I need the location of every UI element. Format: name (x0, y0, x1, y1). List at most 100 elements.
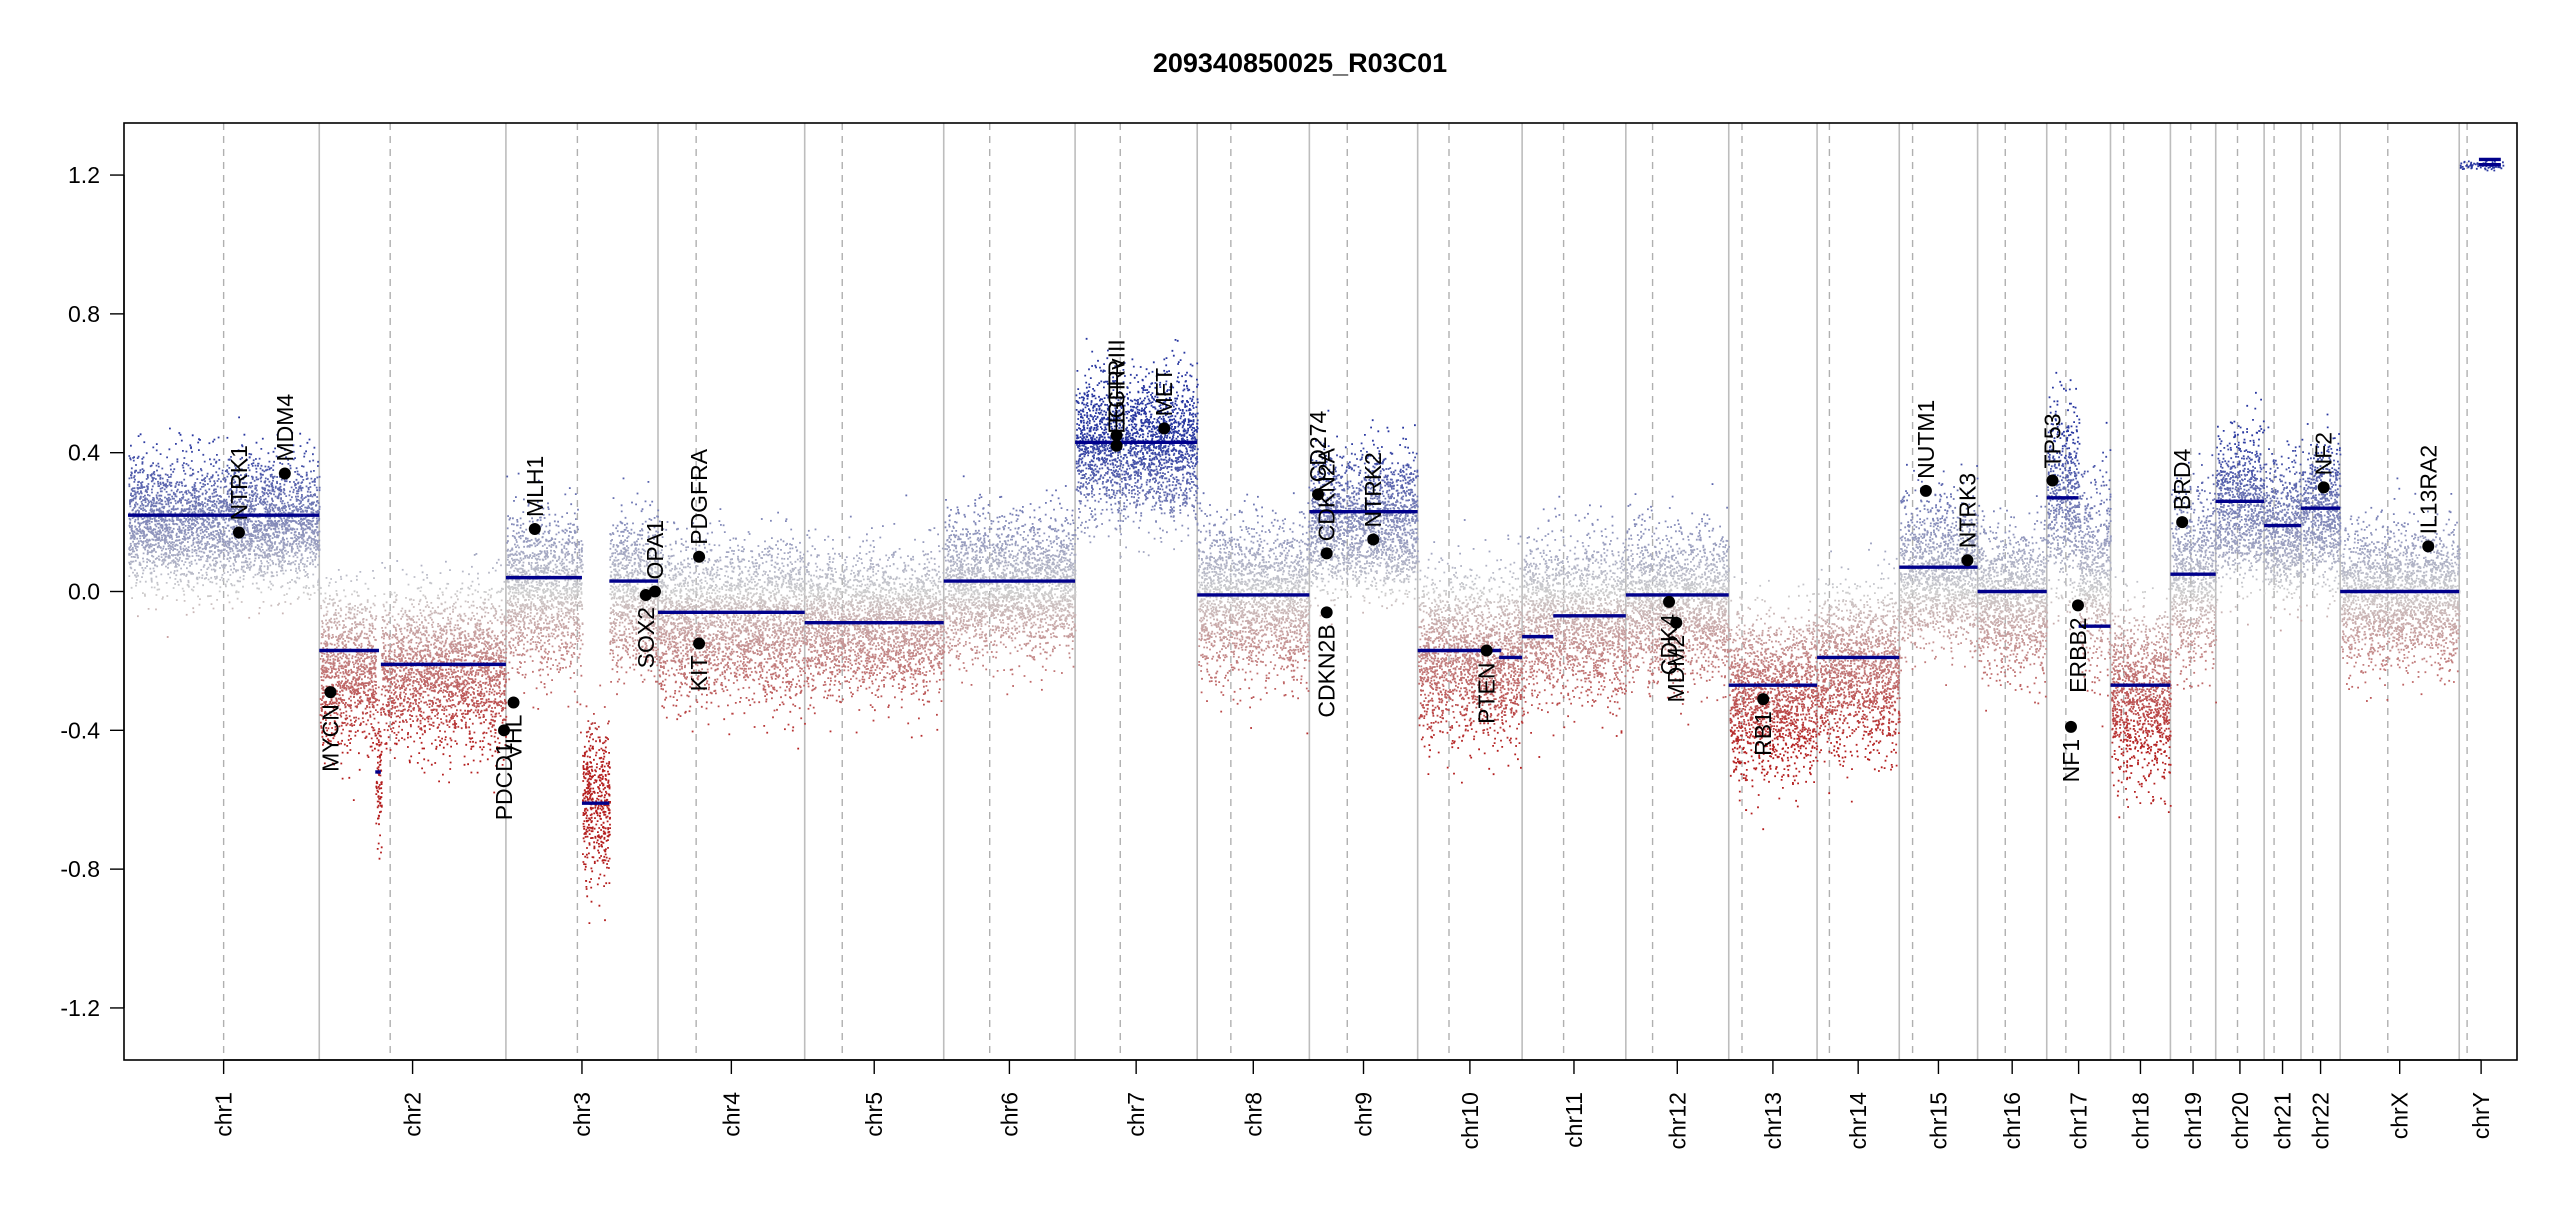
probe-point-group (2092, 634, 2094, 636)
probe-point-group (808, 658, 935, 661)
probe-point-group (1530, 732, 1622, 734)
probe-point-group (356, 575, 358, 577)
probe-point-group (2175, 656, 2201, 658)
probe-point-group (871, 527, 935, 529)
probe-point-group (1903, 638, 1968, 640)
probe-point-group (155, 609, 157, 611)
probe-point-group (1277, 520, 1284, 522)
probe-point-group (1694, 683, 1696, 685)
probe-point-group (598, 726, 600, 728)
probe-point-group (1271, 586, 1295, 588)
probe-point-group (1927, 532, 1929, 534)
probe-point-group (516, 533, 518, 535)
probe-point-group (2127, 733, 2149, 736)
probe-point-group (1602, 727, 1604, 729)
probe-point-group (1436, 613, 1513, 615)
probe-point-group (1552, 644, 1614, 646)
probe-point-group (1984, 609, 2047, 612)
probe-point-group (1887, 594, 1889, 596)
probe-point-group (1244, 500, 1246, 502)
probe-point-group (1308, 690, 1310, 692)
probe-point-group (2197, 551, 2211, 553)
probe-point-group (1418, 561, 1420, 563)
probe-point-group (2062, 571, 2064, 573)
probe-point-group (663, 661, 800, 664)
probe-point-group (1707, 514, 1709, 516)
probe-point-group (1641, 535, 1700, 537)
probe-point-group (1979, 568, 2038, 570)
probe-point-group (2127, 629, 2139, 631)
probe-point-group (1528, 683, 1621, 685)
probe-point-group (1740, 672, 1807, 675)
probe-point-group (945, 631, 1031, 634)
probe-point-group (1226, 509, 1257, 511)
probe-point-group (1764, 623, 1766, 625)
probe-point-group (1563, 571, 1565, 573)
probe-point-group (1093, 475, 1195, 477)
probe-point-group (1592, 523, 1594, 525)
probe-point-group (2074, 451, 2076, 453)
probe-point-group (2188, 651, 2214, 653)
probe-point-group (471, 566, 473, 568)
probe-point-group (1544, 587, 1615, 589)
probe-point-group (1353, 491, 1355, 493)
probe-point-group (696, 701, 783, 703)
probe-point-group (1432, 579, 1496, 581)
probe-point-group (800, 717, 802, 719)
probe-point-group (1902, 637, 1951, 639)
probe-point-group (1433, 541, 1435, 543)
probe-point-group (2013, 517, 2015, 519)
probe-point-group (684, 712, 745, 714)
probe-point-group (2082, 549, 2084, 551)
probe-point-group (1220, 548, 1310, 550)
probe-point-group (1041, 689, 1043, 691)
probe-point-group (144, 595, 212, 597)
probe-point-group (1574, 721, 1576, 723)
probe-point-group (806, 680, 938, 683)
probe-point-group (2103, 565, 2105, 567)
probe-point-group (162, 598, 311, 600)
probe-point-group (1870, 543, 1872, 545)
probe-point-group (1080, 500, 1082, 502)
probe-point-group (1831, 710, 1883, 712)
probe-point-group (329, 582, 432, 584)
probe-point-group (1531, 667, 1605, 669)
probe-point-group (157, 584, 319, 586)
probe-point-group (1901, 656, 1974, 658)
probe-point-group (348, 611, 487, 614)
probe-point-group (143, 441, 145, 443)
probe-point-group (326, 735, 493, 738)
probe-point-group (1198, 541, 1200, 543)
probe-point-group (958, 537, 1070, 539)
probe-point-group (2049, 523, 2070, 525)
probe-point-group (1709, 679, 1711, 681)
probe-point-group (445, 561, 447, 563)
probe-point-group (2143, 605, 2145, 607)
probe-point-group (1680, 527, 1682, 529)
probe-point-group (326, 606, 495, 609)
probe-point-group (2059, 475, 2061, 477)
probe-point-group (921, 735, 923, 737)
probe-point-group (681, 694, 797, 696)
probe-point-group (1737, 611, 1739, 613)
probe-point-group (1115, 528, 1190, 530)
probe-point-group (1993, 537, 2044, 539)
probe-point-group (1638, 516, 1651, 518)
probe-point-group (1203, 551, 1205, 553)
probe-point-group (1639, 515, 1641, 517)
probe-point-group (1616, 735, 1618, 737)
probe-point-group (1214, 524, 1216, 526)
probe-point-group (186, 550, 188, 552)
probe-point-group (1526, 555, 1620, 557)
probe-point-group (815, 569, 936, 572)
probe-point-group (1022, 506, 1024, 508)
probe-point-group (936, 714, 938, 716)
probe-point-group (1551, 530, 1595, 533)
probe-point-group (1700, 677, 1702, 679)
probe-point-group (2118, 746, 2170, 748)
probe-point-group (305, 450, 307, 452)
probe-point-group (1819, 748, 1898, 803)
probe-point-group (2199, 493, 2216, 495)
probe-point-group (814, 548, 944, 550)
probe-point-group (2134, 617, 2163, 619)
